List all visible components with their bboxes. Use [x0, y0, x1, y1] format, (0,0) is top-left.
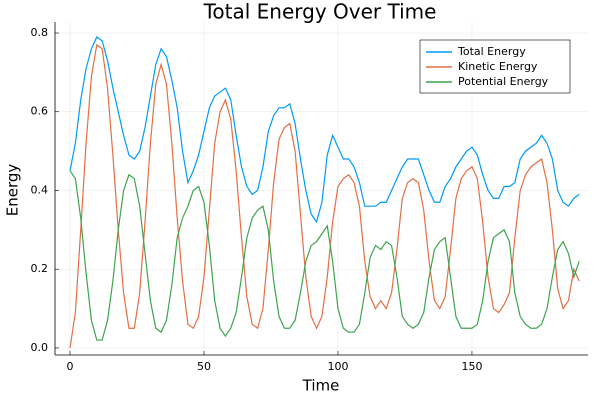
- x-tick-label: 100: [327, 360, 348, 373]
- data-line: [69, 43, 580, 348]
- y-tick-label: 0.8: [31, 26, 49, 39]
- y-tick-label: 0.4: [31, 183, 49, 196]
- legend-label: Potential Energy: [458, 75, 549, 88]
- legend-label: Total Energy: [457, 45, 526, 58]
- chart-title: Total Energy Over Time: [203, 0, 437, 24]
- x-tick-label: 0: [67, 360, 74, 373]
- legend-label: Kinetic Energy: [458, 60, 538, 73]
- y-axis-label: Energy: [4, 164, 22, 217]
- data-line: [69, 36, 580, 224]
- y-tick-label: 0.2: [31, 262, 49, 275]
- data-line: [69, 170, 580, 341]
- x-tick-label: 50: [197, 360, 211, 373]
- x-axis-label: Time: [302, 377, 340, 395]
- x-tick-label: 150: [461, 360, 482, 373]
- legend: Total Energy Kinetic Energy Potential Ener…: [419, 39, 571, 94]
- y-tick-label: 0.0: [31, 341, 49, 354]
- y-tick-label: 0.6: [31, 105, 49, 118]
